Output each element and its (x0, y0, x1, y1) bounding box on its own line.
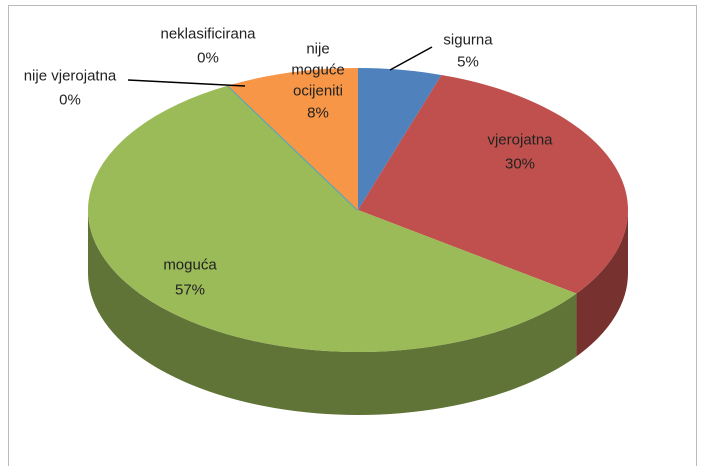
slice-label: nije moguće ocijeniti (291, 40, 345, 100)
slice (87, 85, 577, 352)
slice-value-label: 5% (457, 53, 479, 71)
slice-value-label: 8% (307, 104, 329, 122)
leader-line (389, 46, 433, 71)
slice (227, 68, 358, 210)
slice (358, 74, 628, 294)
slice-label: moguća (163, 256, 217, 274)
slice (358, 68, 442, 210)
slice-value-label: 30% (504, 155, 536, 173)
slice-side (88, 210, 577, 415)
slice-label: vjerojatna (487, 131, 553, 149)
slice-value-label: 0% (197, 49, 219, 67)
leader-line (127, 79, 246, 87)
slice-label: neklasificirana (160, 25, 256, 43)
slice-side (576, 210, 628, 357)
slice-value-label: 57% (174, 281, 206, 299)
slice-value-label: 0% (59, 91, 81, 109)
slice-label: sigurna (443, 31, 493, 49)
slice-label: nije vjerojatna (23, 67, 117, 85)
